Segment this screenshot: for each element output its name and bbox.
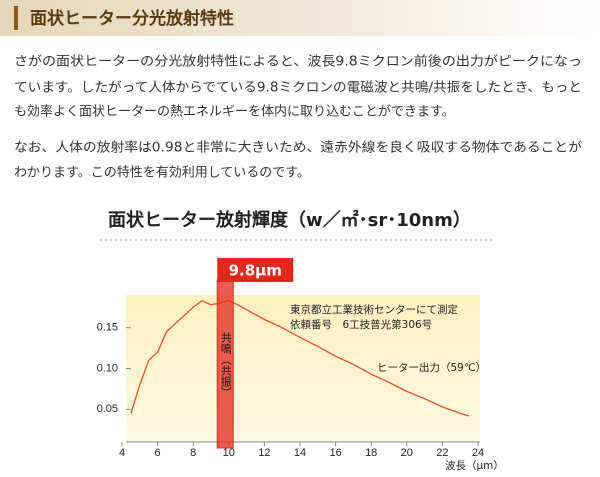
x-tick-label: 24 xyxy=(472,447,484,459)
y-tick-label: 0.10 xyxy=(97,362,118,374)
x-tick-label: 8 xyxy=(190,447,196,459)
annotation: 東京都立工業技術センターにて測定 xyxy=(290,303,458,316)
x-tick-label: 14 xyxy=(294,447,306,459)
paragraph-line: わかります。この特性を有効利用しているのです。 xyxy=(14,166,310,181)
chart: 4 6 8 10 12 14 16 18 20 22 24 0.05 0.10 0.15 波長（μm） ヒータ… xyxy=(97,258,504,472)
paragraph-line: も効率よく面状ヒーターの熱エネルギーを体内に取り込むことができます。 xyxy=(14,104,455,120)
x-tick-label: 12 xyxy=(258,447,270,459)
paragraph-line: さがの面状ヒーターの分光放射特性によると、波長9.8ミクロン前後の出力がピークに… xyxy=(14,54,582,70)
chart-title: 面状ヒーター放射輝度（w／㎡･sr･10nm） xyxy=(108,209,471,231)
y-tick-label: 0.15 xyxy=(97,322,118,334)
x-tick-label: 10 xyxy=(223,447,235,459)
annotation: 依頼番号 6工技普光第306号 xyxy=(290,318,432,331)
paragraph-line: なお、人体の放射率は0.98と非常に大きいため、遠赤外線を良く吸収する物体である… xyxy=(14,140,582,156)
header-band xyxy=(0,0,600,36)
highlight-label: 9.8μm xyxy=(229,262,282,280)
highlight-box xyxy=(217,258,294,282)
x-tick-label: 6 xyxy=(155,447,161,459)
x-tick-label: 22 xyxy=(436,447,448,459)
x-tick-label: 18 xyxy=(365,447,377,459)
series-label: ヒーター出力（59℃） xyxy=(377,361,486,374)
x-tick-label: 16 xyxy=(329,447,341,459)
series-line xyxy=(130,299,470,417)
paragraph-line: ています。したがって人体からでている9.8ミクロンの電磁波と共鳴/共振をしたとき… xyxy=(14,81,582,96)
x-axis-label: 波長（μm） xyxy=(445,459,504,472)
y-tick-label: 0.05 xyxy=(97,403,118,415)
highlight-text: 共鳴（共振） xyxy=(219,332,232,398)
header-title: 面状ヒーター分光放射特性 xyxy=(30,8,234,29)
x-tick-label: 4 xyxy=(119,447,125,459)
x-tick-label: 20 xyxy=(401,447,413,459)
header-accent xyxy=(14,6,18,30)
plot-area xyxy=(126,295,480,442)
